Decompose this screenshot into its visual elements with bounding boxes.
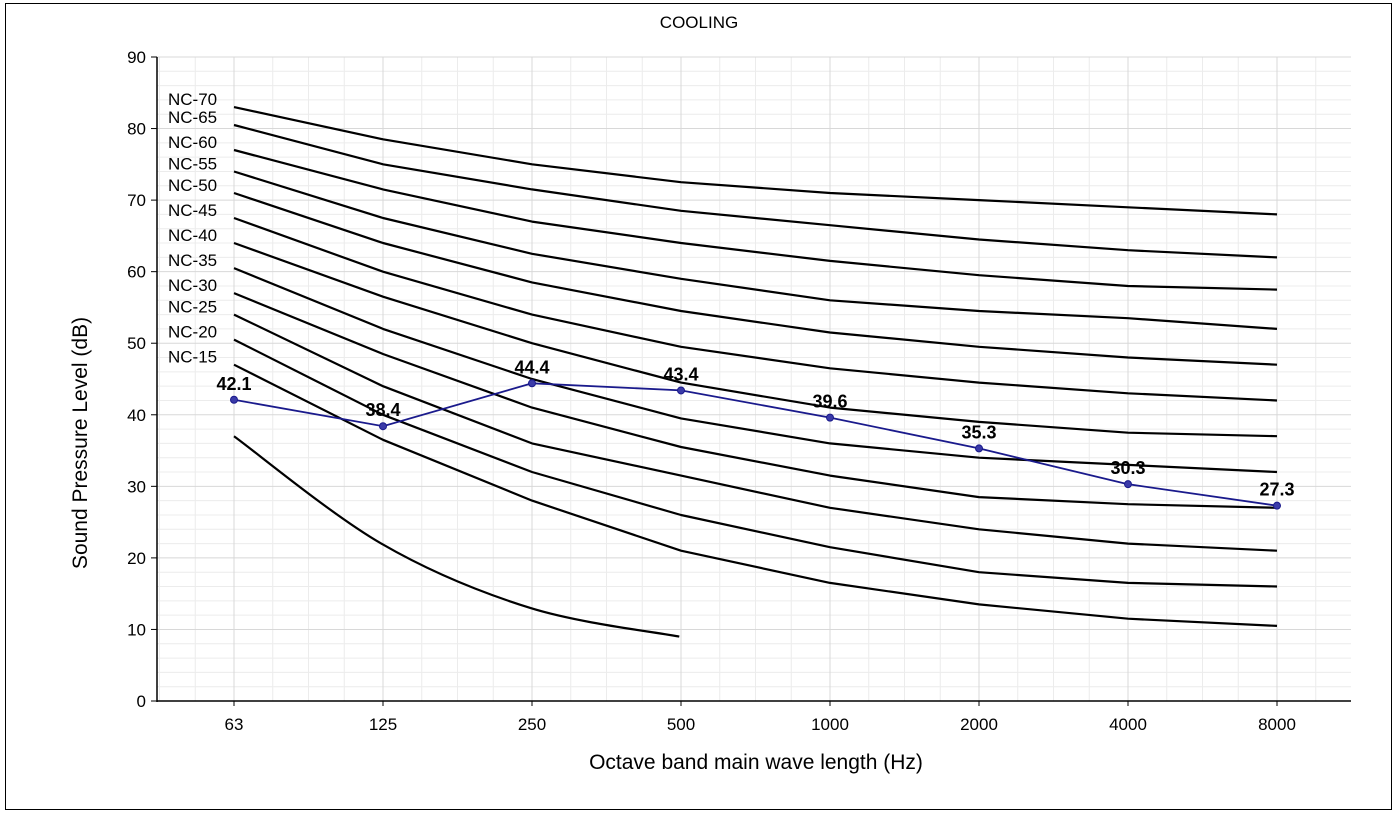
nc-curve-nc-40 <box>233 241 1278 438</box>
nc-curve-nc-25 <box>233 313 1278 552</box>
y-tick-label: 60 <box>127 263 146 282</box>
y-tick-label: 20 <box>127 549 146 568</box>
chart-title: COOLING <box>660 13 738 32</box>
threshold-curve <box>233 435 680 638</box>
x-tick-label: 250 <box>518 715 546 734</box>
y-tick-label: 40 <box>127 406 146 425</box>
nc-curve-nc-20 <box>233 338 1278 588</box>
x-axis-title: Octave band main wave length (Hz) <box>589 751 923 774</box>
nc-curve-label-nc-25: NC-25 <box>168 298 217 317</box>
data-point <box>1124 480 1132 489</box>
nc-curve-nc-35 <box>233 267 1278 474</box>
y-tick-label: 80 <box>127 120 146 139</box>
nc-curve-nc-50 <box>233 191 1278 366</box>
data-point <box>528 379 536 388</box>
data-point <box>677 386 685 395</box>
x-tick-label: 63 <box>225 715 244 734</box>
y-tick-label: 0 <box>137 692 146 711</box>
nc-curve-label-nc-60: NC-60 <box>168 133 217 152</box>
x-tick-label: 1000 <box>811 715 849 734</box>
chart-frame <box>5 3 1392 810</box>
x-tick-label: 4000 <box>1109 715 1147 734</box>
y-tick-label: 70 <box>127 191 146 210</box>
nc-curves <box>233 106 1278 638</box>
nc-curve-nc-55 <box>233 170 1278 330</box>
data-label: 35.3 <box>961 422 996 442</box>
nc-curve-label-nc-35: NC-35 <box>168 251 217 270</box>
nc-curve-nc-60 <box>233 148 1278 291</box>
x-tick-label: 8000 <box>1258 715 1296 734</box>
axes: 0 10 20 30 40 50 60 70 80 90 63 125 250 500 1000 2000 40… <box>127 48 1351 734</box>
data-point <box>230 395 238 404</box>
y-tick-label: 10 <box>127 620 146 639</box>
data-point <box>379 422 387 431</box>
data-label: 30.3 <box>1110 458 1145 478</box>
x-tick-label: 2000 <box>960 715 998 734</box>
data-label: 43.4 <box>663 364 698 384</box>
nc-curve-nc-65 <box>233 123 1278 259</box>
measured-series-line <box>233 382 1278 507</box>
data-point <box>1273 501 1281 510</box>
measured-series <box>230 379 1281 510</box>
data-point <box>826 413 834 422</box>
nc-curve-label-nc-45: NC-45 <box>168 201 217 220</box>
data-label: 27.3 <box>1259 480 1294 500</box>
x-tick-label: 125 <box>369 715 397 734</box>
data-label: 44.4 <box>514 357 549 377</box>
nc-curve-nc-70 <box>233 106 1278 216</box>
data-label: 42.1 <box>216 374 251 394</box>
y-tick-label: 90 <box>127 48 146 67</box>
nc-curve-label-nc-65: NC-65 <box>168 108 217 127</box>
nc-curve-label-nc-50: NC-50 <box>168 176 217 195</box>
data-label: 38.4 <box>365 400 400 420</box>
grid <box>157 56 1351 701</box>
x-tick-label: 500 <box>667 715 695 734</box>
nc-curve-nc-30 <box>233 292 1278 509</box>
nc-curve-nc-15 <box>233 363 1278 627</box>
nc-curve-label-nc-55: NC-55 <box>168 154 217 173</box>
data-point <box>975 444 983 453</box>
nc-curve-label-nc-20: NC-20 <box>168 323 217 342</box>
y-tick-label: 30 <box>127 477 146 496</box>
y-tick-label: 50 <box>127 334 146 353</box>
nc-curve-label-nc-70: NC-70 <box>168 90 217 109</box>
y-axis-title: Sound Pressure Level (dB) <box>69 317 92 569</box>
nc-curve-label-nc-30: NC-30 <box>168 276 217 295</box>
nc-curve-nc-45 <box>233 216 1278 402</box>
data-label: 39.6 <box>812 392 847 412</box>
nc-curve-label-nc-15: NC-15 <box>168 348 217 367</box>
nc-curve-label-nc-40: NC-40 <box>168 226 217 245</box>
